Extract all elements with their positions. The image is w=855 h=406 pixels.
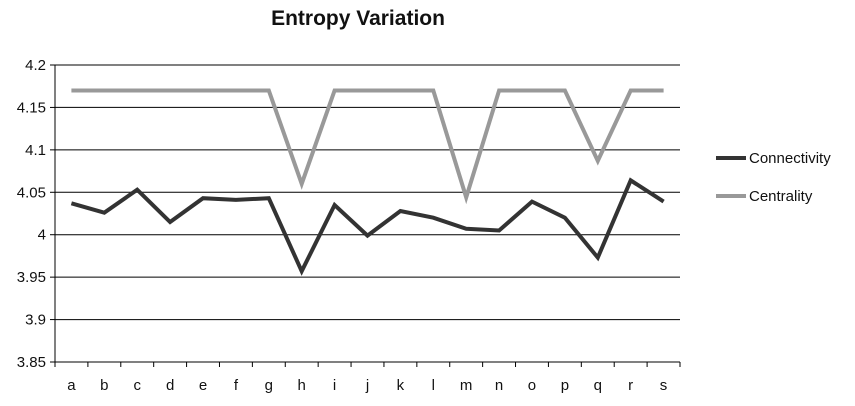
series-line-centrality	[71, 88, 664, 205]
chart-title: Entropy Variation	[271, 7, 445, 30]
x-tick-label: r	[628, 377, 633, 394]
grid-lines	[55, 64, 680, 321]
y-tick-label: 4.05	[17, 184, 46, 201]
y-tick-label: 4.1	[25, 142, 46, 159]
y-tick-label: 3.9	[25, 312, 46, 329]
y-tick-label: 4.2	[25, 57, 46, 74]
legend-label: Connectivity	[749, 150, 831, 167]
y-tick-label: 3.95	[17, 269, 46, 286]
x-tick-label: g	[265, 377, 273, 394]
x-tick-label: c	[133, 377, 141, 394]
y-tick-labels: 3.85 3.9 3.95 4 4.05 4.1 4.15 4.2	[17, 57, 46, 371]
axes	[50, 64, 681, 367]
x-tick-label: o	[528, 377, 536, 394]
x-tick-label: l	[432, 377, 435, 394]
legend: Connectivity Centrality	[716, 150, 831, 205]
x-tick-label: n	[495, 377, 503, 394]
x-tick-label: b	[100, 377, 108, 394]
legend-label: Centrality	[749, 188, 813, 205]
x-tick-label: h	[298, 377, 306, 394]
x-tick-label: d	[166, 377, 174, 394]
x-tick-label: s	[660, 377, 668, 394]
x-tick-label: p	[561, 377, 569, 394]
x-tick-label: a	[67, 377, 76, 394]
x-tick-label: f	[234, 377, 239, 394]
x-tick-label: m	[460, 377, 473, 394]
y-tick-label: 3.85	[17, 354, 46, 371]
x-tick-label: j	[365, 377, 369, 394]
x-tick-label: k	[397, 377, 405, 394]
y-tick-label: 4.15	[17, 99, 46, 116]
x-tick-label: i	[333, 377, 336, 394]
x-tick-label: e	[199, 377, 207, 394]
series-line-connectivity	[70, 177, 665, 276]
x-tick-label: q	[594, 377, 602, 394]
y-tick-label: 4	[38, 227, 46, 244]
x-tick-labels: a b c d e f g h i j k l m n o p q r s	[67, 377, 667, 394]
data-series	[70, 88, 665, 276]
